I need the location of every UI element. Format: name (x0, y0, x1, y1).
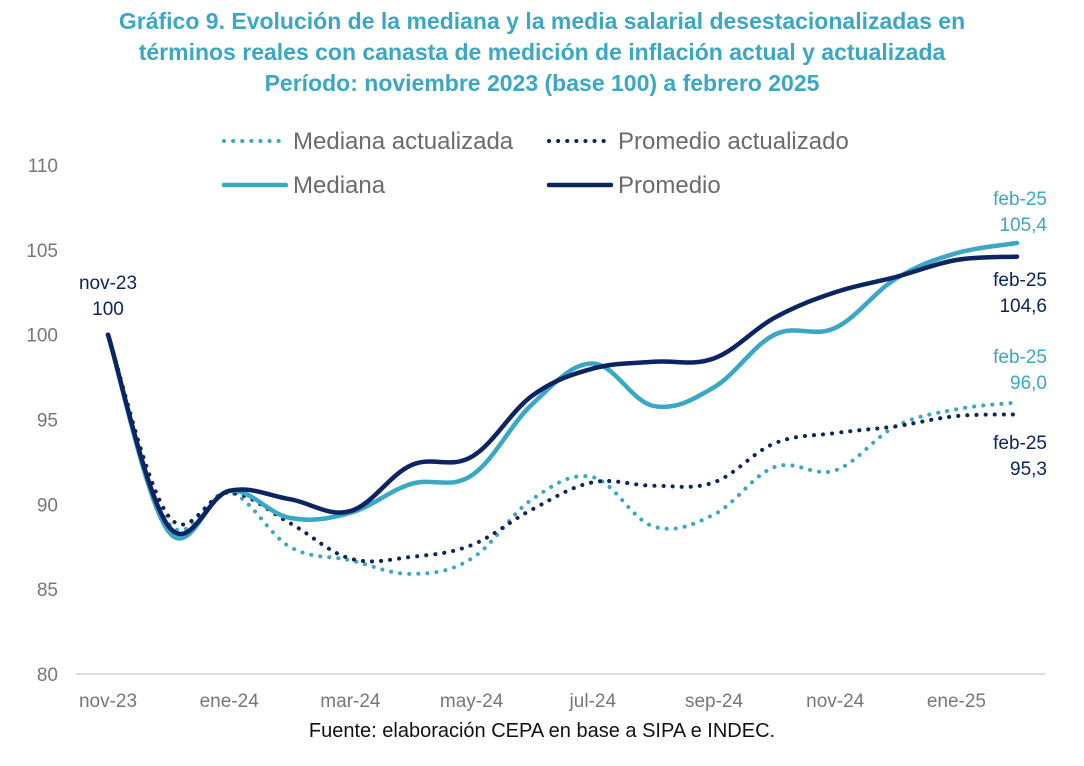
data-label: feb-25 (993, 433, 1047, 454)
x-tick-label: may-24 (440, 691, 504, 712)
data-label: feb-25 (993, 270, 1047, 291)
data-label: 100 (92, 299, 124, 320)
x-tick-label: nov-23 (79, 691, 137, 712)
x-tick-label: jul-24 (569, 691, 617, 712)
y-tick-label: 95 (37, 411, 58, 432)
series-line-promedio (105, 254, 1020, 537)
y-tick-label: 110 (28, 156, 58, 177)
data-label: feb-25 (993, 189, 1047, 210)
data-label: feb-25 (993, 347, 1047, 368)
y-tick-label: 80 (37, 665, 58, 686)
legend-label-promedio: Promedio (618, 172, 721, 199)
data-label: 104,6 (999, 296, 1047, 317)
legend-label-promedio-actualizado: Promedio actualizado (618, 128, 849, 155)
y-tick-label: 105 (26, 241, 58, 262)
x-tick-label: ene-25 (927, 691, 986, 712)
x-tick-label: nov-24 (806, 691, 865, 712)
data-label: 95,3 (1010, 459, 1047, 480)
x-tick-label: ene-24 (200, 691, 260, 712)
y-tick-label: 90 (37, 495, 58, 516)
chart-title-line-2: términos reales con canasta de medición … (138, 39, 946, 65)
x-tick-label: mar-24 (320, 691, 381, 712)
x-tick-label: sep-24 (685, 691, 744, 712)
data-label: 96,0 (1010, 373, 1047, 394)
y-tick-label: 100 (26, 326, 58, 347)
chart-title: Gráfico 9. Evolución de la mediana y la … (0, 6, 1084, 99)
chart-source: Fuente: elaboración CEPA en base a SIPA … (308, 720, 776, 742)
legend-label-mediana: Mediana (293, 172, 386, 199)
data-label: 105,4 (999, 215, 1047, 236)
series-line-promedio-actualizado (106, 332, 1019, 564)
chart-title-line-1: Gráfico 9. Evolución de la mediana y la … (118, 8, 966, 34)
legend-label-mediana-actualizada: Mediana actualizada (293, 128, 514, 155)
chart-title-line-3: Período: noviembre 2023 (base 100) a feb… (264, 70, 820, 96)
series-line-mediana (105, 240, 1020, 541)
y-tick-label: 85 (37, 580, 58, 601)
data-label: nov-23 (79, 273, 137, 294)
series-line-mediana-actualizada (106, 332, 1019, 576)
